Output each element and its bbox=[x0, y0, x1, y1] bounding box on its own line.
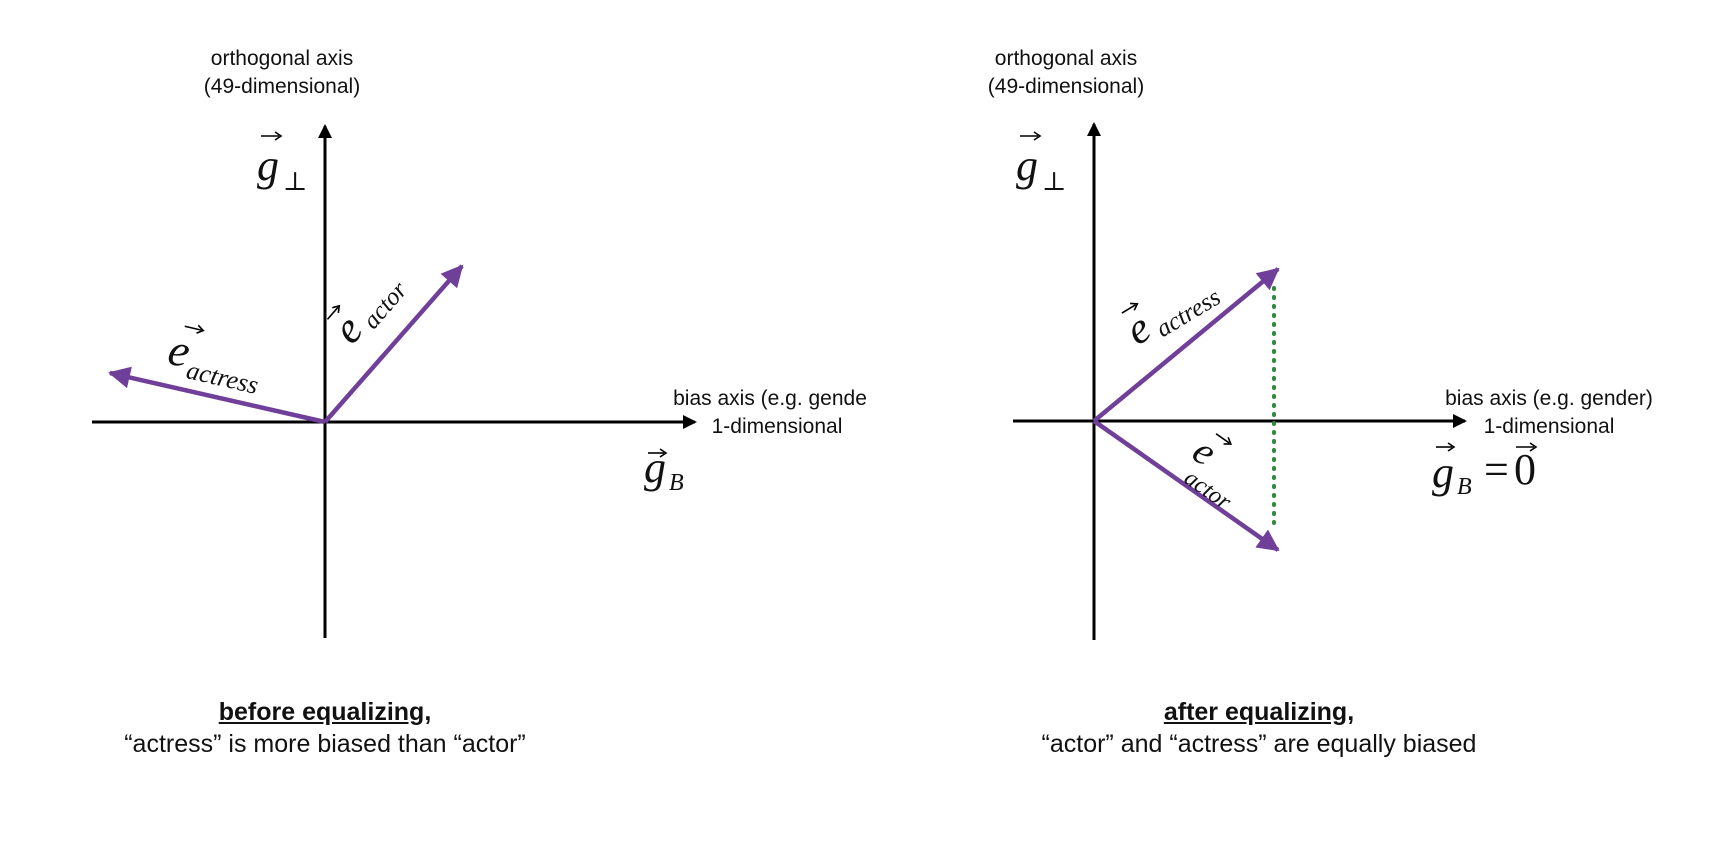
actor-vector-label: e actor bbox=[1179, 428, 1236, 516]
svg-text:actress: actress bbox=[1152, 284, 1226, 343]
before-equalizing-diagram: orthogonal axis (49-dimensional) bias ax… bbox=[92, 47, 868, 638]
svg-text:0: 0 bbox=[1514, 445, 1536, 494]
svg-text:B: B bbox=[669, 470, 684, 496]
svg-text:actor: actor bbox=[358, 277, 413, 335]
svg-text:B: B bbox=[1457, 474, 1472, 500]
actor-vector-arrow bbox=[1092, 419, 1280, 552]
g-perp-symbol: g ⊥ bbox=[1016, 131, 1066, 196]
before-caption-text: “actress” is more biased than “actor” bbox=[124, 730, 526, 758]
g-bias-symbol: g B bbox=[644, 443, 684, 496]
svg-text:g: g bbox=[644, 443, 666, 492]
actor-vector-arrow bbox=[323, 264, 464, 424]
orthogonal-axis-dimension: (49-dimensional) bbox=[988, 75, 1144, 98]
orthogonal-axis-label: orthogonal axis bbox=[211, 47, 353, 70]
after-caption-text: “actor” and “actress” are equally biased bbox=[1041, 730, 1477, 758]
after-caption-title: after equalizing, bbox=[1163, 698, 1355, 726]
bias-axis-dimension: 1-dimensional bbox=[1484, 415, 1615, 438]
actress-vector-arrow bbox=[108, 366, 326, 425]
svg-text:⊥: ⊥ bbox=[1042, 167, 1066, 196]
after-equalizing-diagram: orthogonal axis (49-dimensional) bias ax… bbox=[988, 47, 1653, 640]
svg-text:e: e bbox=[1185, 428, 1225, 475]
before-caption: before equalizing, “actress” is more bia… bbox=[0, 697, 675, 761]
bias-axis-label: bias axis (e.g. gender) bbox=[1445, 387, 1653, 410]
before-equalizing-panel: orthogonal axis (49-dimensional) bias ax… bbox=[0, 47, 868, 761]
before-caption-title: before equalizing, bbox=[218, 698, 432, 726]
after-caption: after equalizing, “actor” and “actress” … bbox=[759, 697, 1736, 761]
bias-axis-dimension: 1-dimensional bbox=[712, 415, 843, 438]
bias-axis-label: bias axis (e.g. gender) bbox=[673, 387, 868, 410]
actress-vector-label: e actress bbox=[1117, 284, 1226, 355]
actress-vector-arrow bbox=[1092, 267, 1280, 423]
g-perp-symbol: g ⊥ bbox=[257, 131, 307, 196]
orthogonal-axis-label: orthogonal axis bbox=[995, 47, 1137, 70]
svg-text:e: e bbox=[1117, 303, 1159, 355]
svg-text:actor: actor bbox=[1179, 465, 1236, 516]
orthogonal-axis-dimension: (49-dimensional) bbox=[204, 75, 360, 98]
svg-text:g: g bbox=[1016, 141, 1038, 190]
g-bias-zero-symbol: g B = 0 bbox=[1432, 442, 1538, 500]
svg-text:⊥: ⊥ bbox=[283, 167, 307, 196]
svg-text:g: g bbox=[1432, 448, 1454, 497]
svg-text:g: g bbox=[257, 141, 279, 190]
after-equalizing-panel: orthogonal axis (49-dimensional) bias ax… bbox=[868, 0, 1736, 842]
svg-text:=: = bbox=[1484, 445, 1509, 494]
